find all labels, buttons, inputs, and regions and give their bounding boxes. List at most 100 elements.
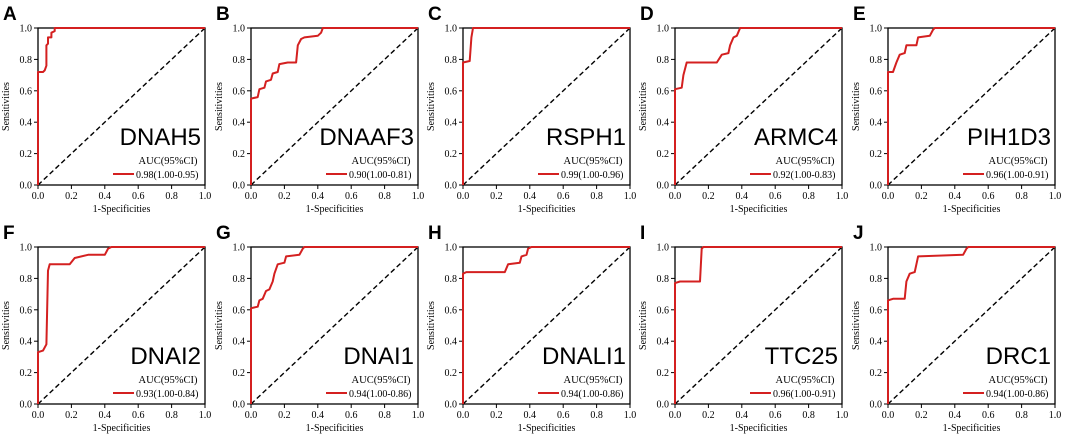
y-tick-label: 0.8 <box>233 55 246 66</box>
gene-label: ARMC4 <box>754 124 838 151</box>
x-tick-label: 0.4 <box>736 410 749 421</box>
y-tick-label: 1.0 <box>445 24 458 35</box>
y-tick-label: 0.4 <box>20 118 33 129</box>
legend-title: AUC(95%CI) <box>776 375 835 386</box>
x-tick-label: 1.0 <box>624 191 637 202</box>
roc-panel-armc4: D 0.0 0.2 0.4 0.6 0.8 1.0 0.0 0.2 0.4 0.6 0.8 1.0 1-S… <box>638 4 848 215</box>
roc-curve <box>462 27 630 185</box>
legend-title: AUC(95%CI) <box>352 156 411 167</box>
y-tick-label: 0.2 <box>445 368 458 379</box>
reference-diagonal <box>674 246 843 405</box>
panel-letter: J <box>853 223 864 244</box>
panel-letter: C <box>428 4 442 25</box>
y-tick-label: 0.6 <box>445 86 458 97</box>
roc-panel-ttc25: I 0.0 0.2 0.4 0.6 0.8 1.0 0.0 0.2 0.4 0.6 0.8 1.0 1-S… <box>638 223 848 434</box>
reference-diagonal <box>37 246 206 405</box>
y-tick-label: 0.8 <box>20 55 33 66</box>
roc-curve <box>674 246 842 404</box>
panel-letter: A <box>3 4 17 25</box>
x-tick-label: 0.8 <box>378 191 391 202</box>
x-tick-label: 0.6 <box>557 410 570 421</box>
y-axis-label: Sensitivities <box>1 301 12 350</box>
legend-title: AUC(95%CI) <box>564 156 623 167</box>
y-axis-label: Sensitivities <box>851 301 862 350</box>
reference-diagonal <box>462 27 631 186</box>
x-tick-label: 0.6 <box>132 191 145 202</box>
y-tick-label: 0.0 <box>20 181 33 192</box>
y-axis-label: Sensitivities <box>638 301 649 350</box>
reference-diagonal <box>250 246 419 405</box>
y-tick-label: 0.2 <box>20 368 33 379</box>
x-tick-label: 0.2 <box>915 191 928 202</box>
x-tick-label: 0.4 <box>949 410 962 421</box>
roc-curve <box>462 246 630 404</box>
panel-letter: B <box>216 4 230 25</box>
y-axis-label: Sensitivities <box>426 82 437 131</box>
x-axis-label: 1-Specificities <box>93 204 151 215</box>
y-axis-label: Sensitivities <box>426 301 437 350</box>
legend-title: AUC(95%CI) <box>352 375 411 386</box>
y-tick-label: 0.0 <box>657 181 670 192</box>
x-tick-label: 0.8 <box>165 410 178 421</box>
y-tick-label: 0.6 <box>20 305 33 316</box>
y-tick-label: 1.0 <box>233 24 246 35</box>
y-tick-label: 1.0 <box>233 243 246 254</box>
x-tick-label: 0.4 <box>949 191 962 202</box>
x-tick-label: 0.6 <box>557 191 570 202</box>
y-tick-label: 1.0 <box>870 24 883 35</box>
legend-label: 0.98(1.00-0.95) <box>136 170 199 181</box>
y-tick-label: 0.4 <box>20 337 33 348</box>
y-tick-label: 0.6 <box>233 86 246 97</box>
x-tick-label: 1.0 <box>624 410 637 421</box>
y-tick-label: 0.0 <box>870 181 883 192</box>
legend-title: AUC(95%CI) <box>564 375 623 386</box>
y-tick-label: 0.6 <box>445 305 458 316</box>
y-tick-label: 0.6 <box>233 305 246 316</box>
legend-title: AUC(95%CI) <box>989 375 1048 386</box>
x-tick-label: 0.8 <box>590 410 603 421</box>
x-tick-label: 1.0 <box>412 410 425 421</box>
y-tick-label: 0.6 <box>657 305 670 316</box>
y-axis-label: Sensitivities <box>1 82 12 131</box>
y-tick-label: 0.0 <box>445 181 458 192</box>
x-tick-label: 0.8 <box>378 410 391 421</box>
x-tick-label: 0.0 <box>32 191 45 202</box>
y-tick-label: 0.2 <box>870 149 883 160</box>
x-tick-label: 0.0 <box>457 191 470 202</box>
gene-label: RSPH1 <box>546 124 626 151</box>
y-tick-label: 0.8 <box>870 55 883 66</box>
y-tick-label: 0.0 <box>233 181 246 192</box>
y-tick-label: 0.2 <box>657 149 670 160</box>
x-tick-label: 0.6 <box>345 410 358 421</box>
panel-letter: I <box>640 223 645 244</box>
y-tick-label: 0.4 <box>233 118 246 129</box>
y-tick-label: 0.4 <box>233 337 246 348</box>
x-tick-label: 0.6 <box>769 410 782 421</box>
gene-label: DNAI1 <box>343 343 414 370</box>
y-tick-label: 0.8 <box>657 55 670 66</box>
x-tick-label: 1.0 <box>412 191 425 202</box>
y-tick-label: 0.6 <box>657 86 670 97</box>
x-tick-label: 0.2 <box>702 410 715 421</box>
y-tick-label: 0.0 <box>233 400 246 411</box>
y-tick-label: 0.4 <box>445 118 458 129</box>
x-tick-label: 0.6 <box>345 191 358 202</box>
x-tick-label: 0.2 <box>490 410 503 421</box>
legend-title: AUC(95%CI) <box>139 156 198 167</box>
x-tick-label: 0.0 <box>457 410 470 421</box>
x-tick-label: 0.4 <box>524 191 537 202</box>
x-tick-label: 0.8 <box>165 191 178 202</box>
y-tick-label: 0.4 <box>657 337 670 348</box>
y-tick-label: 0.0 <box>657 400 670 411</box>
x-axis-label: 1-Specificities <box>730 423 788 434</box>
legend-label: 0.99(1.00-0.96) <box>561 170 624 181</box>
x-tick-label: 1.0 <box>1049 191 1062 202</box>
y-tick-label: 1.0 <box>657 243 670 254</box>
x-tick-label: 0.2 <box>915 410 928 421</box>
y-tick-label: 0.8 <box>657 274 670 285</box>
y-tick-label: 1.0 <box>445 243 458 254</box>
x-tick-label: 0.2 <box>278 410 291 421</box>
x-axis-label: 1-Specificities <box>943 423 1001 434</box>
gene-label: DNAAF3 <box>319 124 414 151</box>
